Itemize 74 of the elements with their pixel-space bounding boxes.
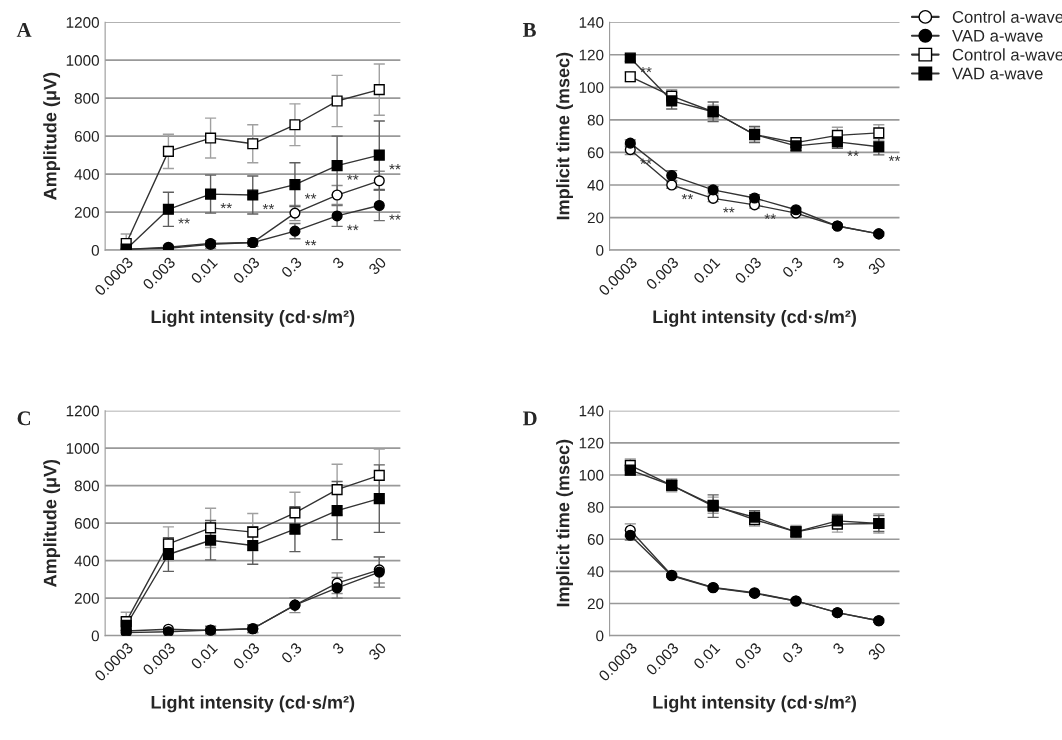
legend-label: VAD a-wave: [952, 67, 1043, 80]
x-tick-label: 0.3: [280, 641, 303, 664]
chart-title: D: [522, 411, 537, 426]
x-tick-label: 3: [331, 256, 345, 270]
x-tick-label: 0.01: [692, 256, 721, 285]
y-tick-label: 1000: [66, 443, 99, 454]
y-axis-title: Amplitude (μV): [43, 459, 61, 587]
x-tick-label: 0.01: [190, 256, 218, 285]
annotation: **: [389, 164, 401, 170]
x-tick-label: 0.01: [692, 642, 721, 670]
y-tick-label: 1200: [66, 405, 99, 417]
x-tick-label: 30: [367, 641, 387, 661]
y-tick-label: 120: [579, 437, 604, 449]
annotation: **: [764, 213, 776, 220]
chart-title: A: [16, 22, 32, 37]
y-tick-label: 20: [587, 598, 604, 610]
x-axis-title: Light intensity (cd·s/m²): [653, 309, 856, 327]
y-tick-label: 400: [74, 555, 99, 567]
y-tick-label: 100: [579, 469, 604, 481]
y-tick-label: 40: [587, 566, 604, 578]
x-tick-label: 30: [867, 641, 887, 661]
annotation: **: [262, 203, 275, 210]
y-tick-label: 0: [91, 630, 99, 642]
y-tick-label: 800: [74, 480, 99, 492]
chart-title: B: [522, 23, 536, 37]
annotation: **: [681, 193, 694, 200]
annotation: **: [220, 202, 232, 209]
x-tick-label: 0.3: [781, 256, 804, 279]
y-tick-label: 120: [579, 49, 604, 61]
annotation: **: [847, 150, 859, 157]
y-tick-label: 60: [587, 534, 604, 545]
y-tick-label: 40: [587, 179, 604, 191]
y-tick-label: 400: [74, 169, 99, 180]
y-tick-label: 0: [596, 244, 604, 256]
annotation: **: [304, 193, 317, 199]
y-tick-label: 1000: [66, 55, 99, 66]
x-tick-label: 30: [367, 256, 387, 276]
y-tick-label: 0: [596, 630, 604, 642]
x-tick-label: 3: [832, 256, 845, 270]
annotation: **: [723, 207, 735, 213]
y-tick-label: 60: [587, 147, 604, 159]
y-tick-label: 100: [579, 82, 604, 94]
annotation: **: [389, 214, 401, 220]
x-axis-title: Light intensity (cd·s/m²): [151, 309, 355, 327]
x-axis-title: Light intensity (cd·s/m²): [151, 695, 355, 713]
y-tick-label: 140: [579, 17, 604, 28]
y-tick-label: 80: [587, 501, 604, 513]
y-tick-label: 140: [579, 405, 604, 417]
y-tick-label: 200: [74, 207, 99, 218]
chart-title: C: [17, 411, 31, 426]
y-tick-label: 600: [74, 518, 99, 529]
x-tick-label: 30: [867, 256, 887, 276]
x-tick-label: 0.3: [280, 256, 303, 279]
y-tick-label: 600: [74, 131, 99, 142]
x-tick-label: 0.01: [190, 642, 218, 670]
x-tick-label: 3: [832, 641, 845, 655]
y-tick-label: 200: [74, 593, 99, 604]
annotation: **: [178, 218, 190, 224]
x-tick-label: 3: [331, 641, 345, 655]
y-axis-title: Implicit time (msec): [556, 439, 573, 607]
y-tick-label: 80: [587, 114, 604, 126]
annotation: **: [304, 240, 317, 246]
y-tick-label: 20: [587, 212, 604, 224]
x-axis-title: Light intensity (cd·s/m²): [653, 695, 856, 713]
legend-label: VAD a-wave: [952, 30, 1043, 42]
y-axis-title: Implicit time (msec): [556, 52, 573, 220]
y-tick-label: 800: [74, 93, 99, 104]
annotation: **: [888, 155, 901, 161]
x-tick-label: 0.3: [781, 641, 804, 664]
annotation: **: [347, 224, 359, 231]
annotation: **: [347, 174, 359, 180]
y-tick-label: 1200: [66, 17, 99, 28]
y-tick-label: 0: [91, 244, 99, 256]
y-axis-title: Amplitude (μV): [43, 72, 61, 200]
